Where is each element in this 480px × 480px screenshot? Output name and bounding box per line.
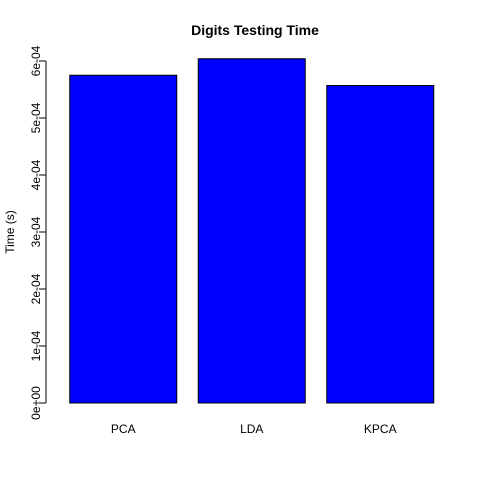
y-tick-label: 4e-04 xyxy=(29,159,43,190)
y-axis-label: Time (s) xyxy=(3,210,17,254)
y-axis: 0e+00 1e-04 2e-04 3e-04 4e-04 5e-04 6e-04 xyxy=(29,45,47,420)
bar-pca xyxy=(69,74,178,404)
y-tick-label: 2e-04 xyxy=(29,273,43,304)
x-category-label: KPCA xyxy=(364,422,397,436)
y-tick-label: 6e-04 xyxy=(29,45,43,76)
y-tick-label: 0e+00 xyxy=(29,386,43,420)
bars xyxy=(69,58,435,404)
chart-title: Digits Testing Time xyxy=(191,22,319,38)
x-category-label: PCA xyxy=(111,422,136,436)
bar-kpca xyxy=(326,85,435,404)
x-category-label: LDA xyxy=(240,422,263,436)
y-tick-label: 3e-04 xyxy=(29,216,43,247)
x-axis-category-labels: PCA LDA KPCA xyxy=(111,422,397,436)
y-tick-label: 1e-04 xyxy=(29,330,43,361)
y-tick-label: 5e-04 xyxy=(29,102,43,133)
bar-lda xyxy=(197,58,306,404)
